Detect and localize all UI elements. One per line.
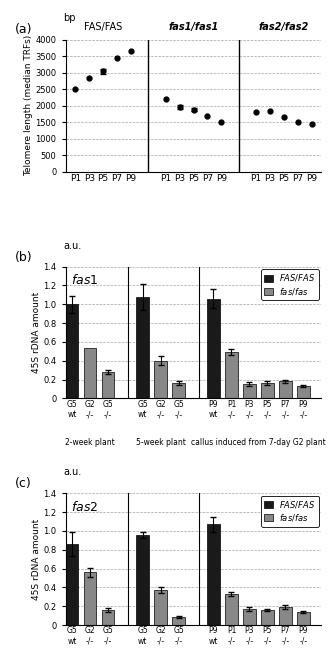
Bar [243, 384, 256, 398]
Text: (a): (a) [14, 23, 32, 36]
Text: a.u.: a.u. [63, 467, 81, 477]
Bar [84, 573, 96, 625]
Bar [279, 607, 292, 625]
Bar [66, 305, 78, 398]
Bar [136, 297, 149, 398]
Bar [261, 610, 274, 625]
Text: 2-week plant: 2-week plant [65, 438, 115, 447]
Y-axis label: Telomere length (median TRFs): Telomere length (median TRFs) [24, 35, 33, 176]
Bar [136, 535, 149, 625]
Bar [297, 386, 310, 398]
Bar [172, 616, 185, 625]
Text: fas2/fas2: fas2/fas2 [259, 22, 309, 32]
Legend: $\it{FAS/FAS}$, $\it{fas/fas}$: $\it{FAS/FAS}$, $\it{fas/fas}$ [261, 269, 319, 300]
Y-axis label: 45S rDNA amount: 45S rDNA amount [31, 292, 41, 373]
Bar [66, 544, 78, 625]
Bar [154, 360, 167, 398]
Text: 5-week plant: 5-week plant [136, 438, 186, 447]
Bar [207, 299, 220, 398]
Bar [297, 612, 310, 625]
Legend: $\it{FAS/FAS}$, $\it{fas/fas}$: $\it{FAS/FAS}$, $\it{fas/fas}$ [261, 496, 319, 527]
Bar [207, 525, 220, 625]
Y-axis label: 45S rDNA amount: 45S rDNA amount [31, 519, 41, 600]
Bar [154, 591, 167, 625]
Bar [225, 352, 238, 398]
Bar [243, 609, 256, 625]
Bar [84, 348, 96, 398]
Text: bp: bp [63, 13, 75, 23]
Text: $\mathbf{\it{fas2}}$: $\mathbf{\it{fas2}}$ [71, 500, 98, 514]
Bar [172, 383, 185, 398]
Text: (c): (c) [14, 477, 31, 491]
Bar [102, 610, 114, 625]
Text: callus induced from 7-day G2 plant: callus induced from 7-day G2 plant [191, 438, 326, 447]
Text: $\mathbf{\it{fas1}}$: $\mathbf{\it{fas1}}$ [71, 273, 98, 287]
Text: a.u.: a.u. [63, 241, 81, 251]
Text: fas1/fas1: fas1/fas1 [168, 22, 219, 32]
Bar [279, 382, 292, 398]
Bar [261, 383, 274, 398]
Text: FAS/FAS: FAS/FAS [84, 22, 122, 32]
Text: (b): (b) [14, 251, 32, 264]
Bar [102, 372, 114, 398]
Bar [225, 594, 238, 625]
